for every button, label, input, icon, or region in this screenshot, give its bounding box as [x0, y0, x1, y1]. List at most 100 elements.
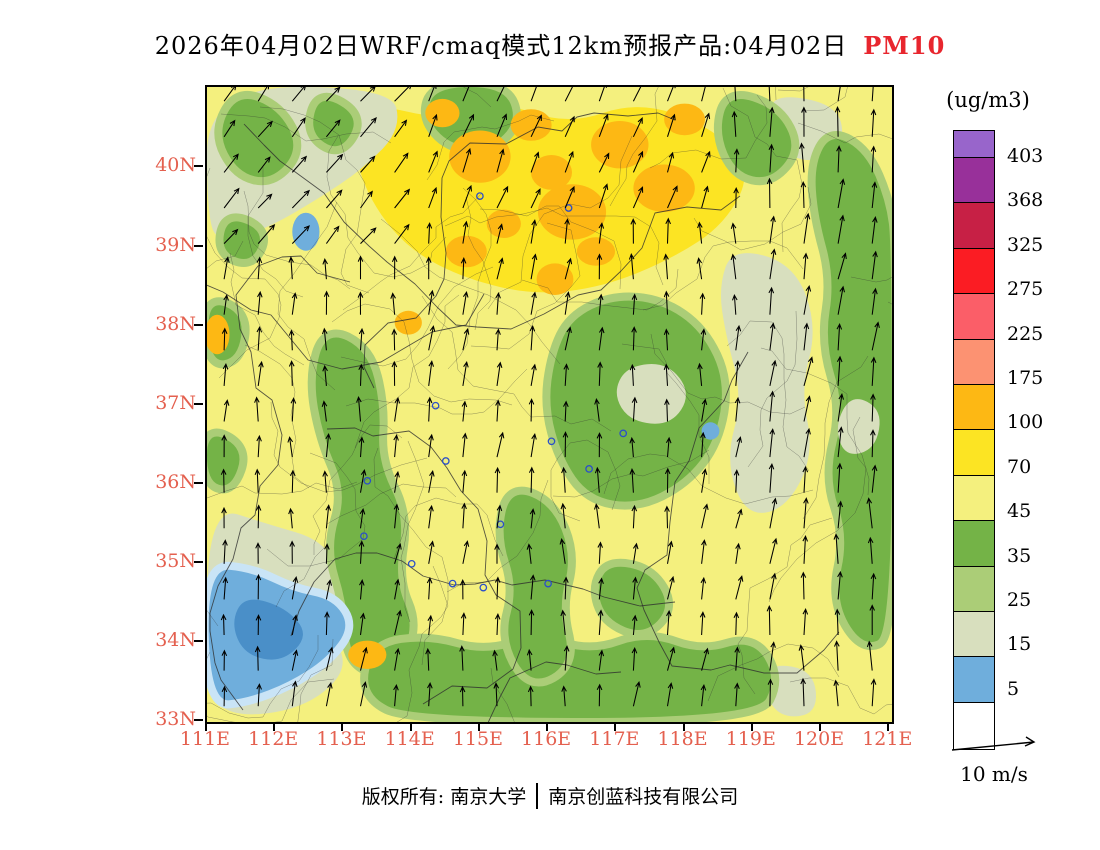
- fill-region-green-northwest-b: [313, 100, 354, 147]
- wind-vector: [701, 398, 708, 422]
- wind-vector: [631, 646, 638, 671]
- wind-vector: [697, 221, 703, 244]
- wind-vector: [291, 680, 298, 707]
- wind-vector: [564, 115, 575, 138]
- station-marker: [363, 476, 372, 485]
- wind-vector: [394, 188, 411, 209]
- wind-vector: [561, 466, 567, 493]
- colorbar-segment-368-403: [954, 157, 994, 203]
- wind-vector: [871, 321, 880, 351]
- wind-vector: [257, 87, 270, 102]
- station-marker: [448, 579, 457, 588]
- wind-vector: [530, 363, 537, 386]
- wind-vector: [394, 223, 410, 244]
- wind-vector: [496, 504, 503, 529]
- wind-vector: [597, 609, 604, 636]
- county-boundary: [722, 87, 803, 253]
- county-boundary: [331, 303, 513, 406]
- footer-copyright: 版权所有: 南京大学: [361, 786, 527, 808]
- colorbar-label-45: 45: [1007, 500, 1032, 523]
- station-marker: [547, 437, 556, 446]
- wind-vector: [360, 190, 373, 209]
- fill-region-green-westedge-b: [207, 436, 240, 486]
- fill-spot-amber-spot: [486, 209, 521, 238]
- wind-vector: [288, 507, 294, 529]
- lat-label-38N: 38N: [155, 312, 196, 335]
- wind-vector: [223, 187, 240, 209]
- wind-vector: [803, 284, 812, 315]
- wind-vector: [495, 328, 501, 351]
- wind-vector: [322, 257, 328, 280]
- wind-vector: [427, 681, 433, 707]
- wind-vector: [800, 571, 807, 600]
- wind-vector: [324, 611, 330, 636]
- wind-vector: [664, 398, 670, 422]
- wind-vector: [257, 290, 263, 315]
- wind-vector: [529, 324, 536, 351]
- wind-vector: [632, 87, 642, 102]
- wind-vector: [768, 286, 775, 315]
- colorbar-segment-<5: [954, 701, 994, 749]
- wind-vector: [767, 678, 774, 707]
- wind-vector: [769, 497, 778, 529]
- wind-vector: [666, 646, 676, 671]
- wind-vector: [870, 393, 876, 422]
- wind-vector: [496, 185, 509, 209]
- wind-vector: [735, 324, 742, 351]
- wind-vector: [837, 252, 847, 280]
- wind-vector: [530, 432, 537, 458]
- wind-vector: [321, 400, 328, 422]
- wind-vector: [222, 362, 229, 386]
- wind-vector: [594, 503, 600, 529]
- wind-vector: [289, 540, 295, 564]
- county-boundary: [550, 439, 621, 522]
- lon-label-117E: 117E: [589, 728, 640, 750]
- fill-spot-amber-spot: [445, 235, 487, 268]
- wind-vector: [255, 614, 262, 636]
- wind-vector: [221, 327, 228, 351]
- wind-legend: 10 m/s: [938, 732, 1050, 786]
- wind-vector: [291, 575, 299, 600]
- wind-vector: [701, 468, 708, 493]
- wind-vector: [629, 363, 636, 386]
- wind-vector: [564, 326, 572, 351]
- wind-vector: [460, 612, 467, 636]
- wind-vector: [222, 576, 229, 600]
- wind-vector: [769, 248, 777, 280]
- lat-tick: [194, 639, 203, 642]
- county-boundary: [270, 401, 428, 493]
- wind-vector: [528, 398, 535, 422]
- wind-vector: [733, 148, 740, 173]
- wind-vector: [564, 185, 575, 209]
- wind-vector: [837, 393, 845, 422]
- wind-vector: [631, 293, 638, 315]
- station-marker: [619, 429, 628, 438]
- wind-vector: [291, 614, 298, 636]
- fill-spot-amber-spot: [576, 237, 615, 266]
- wind-vector: [257, 360, 264, 386]
- wind-vector: [358, 540, 365, 564]
- lat-tick: [194, 481, 203, 484]
- wind-vector: [393, 434, 399, 458]
- county-boundary: [642, 240, 804, 311]
- wind-vector: [735, 436, 743, 458]
- lon-tick: [546, 722, 549, 731]
- wind-vector: [870, 572, 877, 600]
- county-boundary: [396, 565, 449, 722]
- wind-vector: [562, 431, 569, 458]
- wind-vector: [428, 540, 435, 564]
- lon-tick: [205, 722, 207, 731]
- wind-vector: [530, 219, 537, 244]
- station-marker: [479, 583, 488, 592]
- wind-vector: [290, 397, 297, 422]
- wind-vector: [732, 293, 738, 315]
- wind-vector: [667, 87, 676, 102]
- wind-vector: [836, 145, 842, 173]
- colorbar-segment-100-175: [954, 383, 994, 430]
- wind-vector: [561, 685, 567, 707]
- wind-vector: [288, 360, 295, 386]
- wind-vector: [357, 255, 364, 280]
- wind-vector: [459, 685, 466, 707]
- wind-vector: [701, 87, 706, 102]
- wind-vector: [459, 578, 466, 600]
